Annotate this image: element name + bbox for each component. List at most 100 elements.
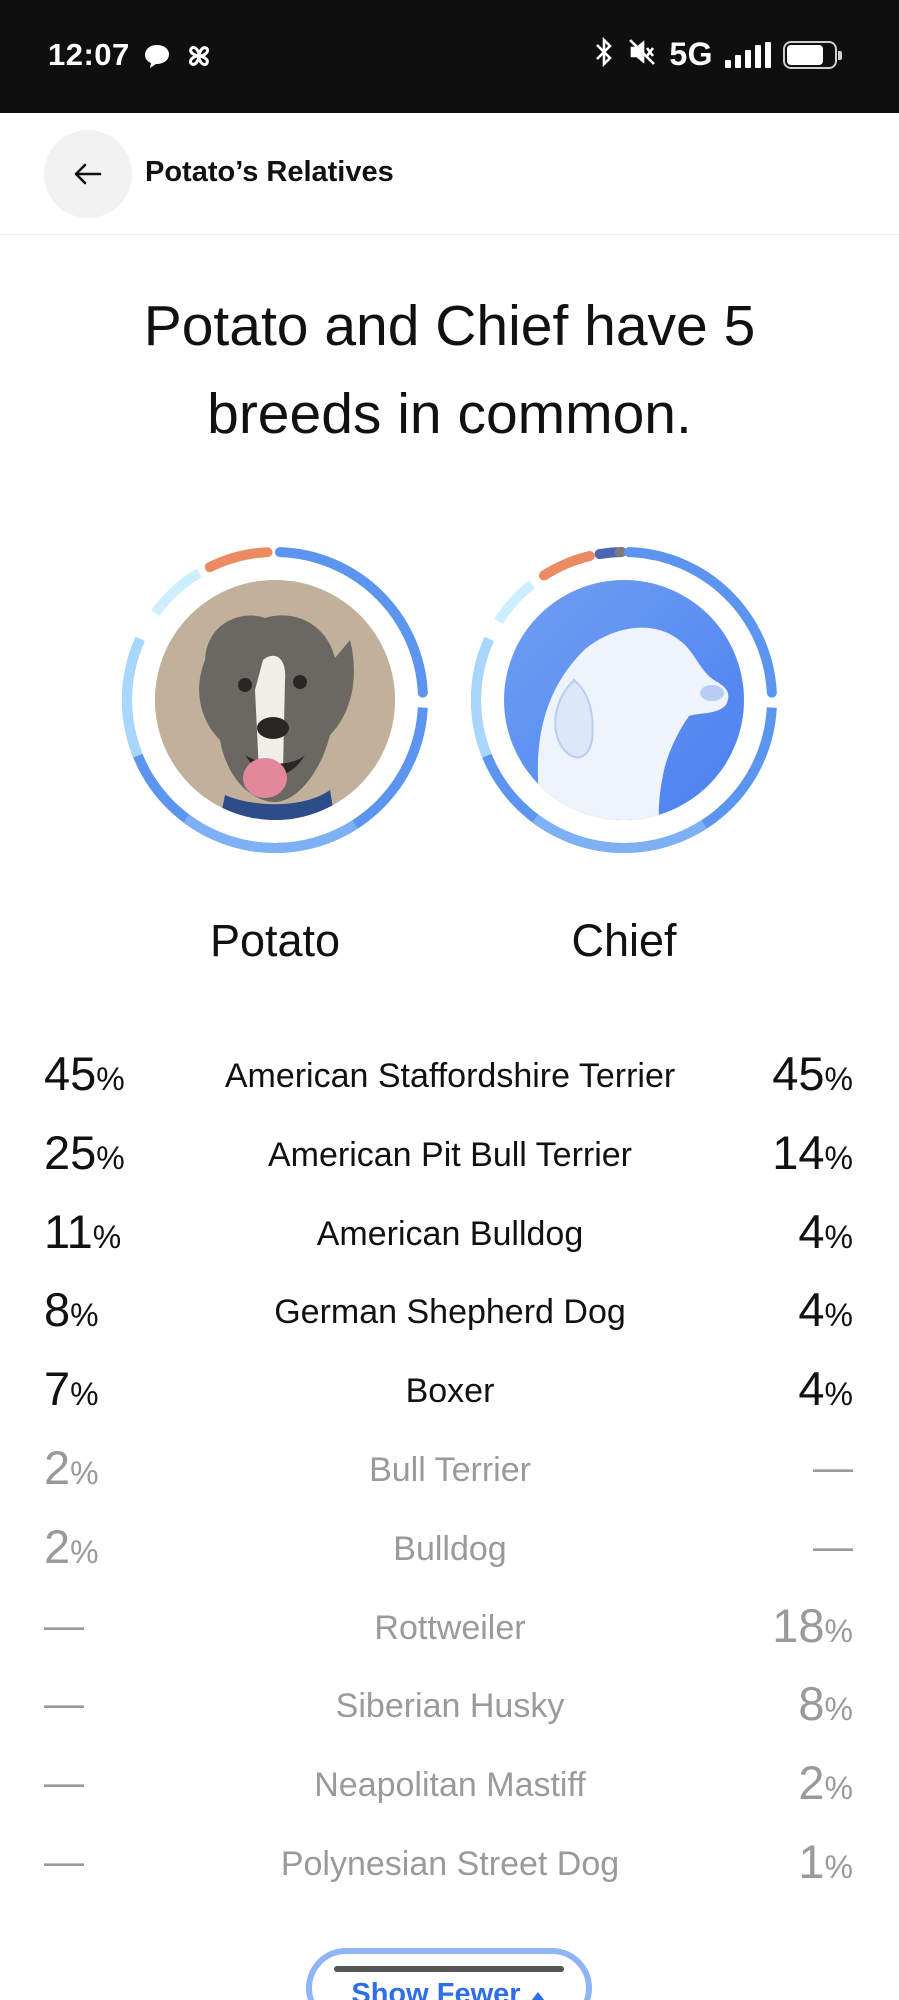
- chief-percent-value: 4: [798, 1283, 825, 1337]
- breed-name: Rottweiler: [374, 1608, 526, 1647]
- percent-symbol: %: [824, 1691, 853, 1728]
- percent-symbol: %: [96, 1061, 125, 1097]
- mute-icon: [627, 37, 657, 72]
- chief-percent-missing: —: [813, 1445, 853, 1490]
- chief-percent-value: 1: [798, 1834, 825, 1888]
- potato-percent: 25%: [44, 1125, 125, 1186]
- breed-row: 7% Boxer 4%: [0, 1353, 899, 1432]
- breed-name: Bull Terrier: [369, 1450, 531, 1489]
- breed-row: 8% German Shepherd Dog 4%: [0, 1274, 899, 1353]
- chief-percent-value: 4: [798, 1204, 825, 1258]
- status-time: 12:07: [48, 37, 130, 72]
- potato-percent: 7%: [44, 1361, 99, 1422]
- dog-silhouette-icon: [504, 580, 744, 820]
- chief-percent-value: 4: [798, 1362, 825, 1416]
- chief-percent: 4%: [798, 1204, 853, 1265]
- potato-percent: 8%: [44, 1282, 99, 1343]
- chief-percent-value: 45: [772, 1047, 825, 1100]
- breed-row: — Rottweiler 18%: [0, 1590, 899, 1669]
- signal-icon: [725, 41, 771, 68]
- percent-symbol: %: [824, 1612, 853, 1649]
- battery-icon: [783, 40, 842, 69]
- chief-percent-missing: —: [813, 1524, 853, 1569]
- percent-symbol: %: [824, 1848, 853, 1885]
- chief-percent-value: 14: [772, 1125, 825, 1179]
- breed-name: American Pit Bull Terrier: [267, 1135, 633, 1174]
- show-fewer-label: Show Fewer: [312, 1978, 586, 2000]
- breed-name: Polynesian Street Dog: [280, 1844, 620, 1883]
- dog-rings: [0, 540, 899, 860]
- chief-percent: 1%: [798, 1834, 853, 1895]
- triangle-up-icon: [531, 1992, 544, 2000]
- status-bar: 12:07 5G: [0, 0, 899, 113]
- percent-symbol: %: [70, 1297, 99, 1334]
- breed-row: 11% American Bulldog 4%: [0, 1196, 899, 1275]
- percent-symbol: %: [70, 1533, 99, 1570]
- percent-symbol: %: [824, 1297, 853, 1334]
- potato-percent-value: 45: [44, 1047, 97, 1100]
- percent-symbol: %: [824, 1218, 853, 1255]
- breed-name: Bulldog: [393, 1529, 507, 1568]
- percent-symbol: %: [96, 1139, 125, 1176]
- back-button[interactable]: [44, 130, 132, 218]
- potato-percent: 11%: [44, 1204, 121, 1265]
- chief-percent: 8%: [798, 1676, 853, 1737]
- network-type: 5G: [669, 36, 713, 72]
- breed-name: Neapolitan Mastiff: [314, 1766, 586, 1805]
- chief-ring: [464, 540, 784, 860]
- breed-row: — Siberian Husky 8%: [0, 1668, 899, 1747]
- potato-ring: [115, 540, 435, 860]
- breed-name: German Shepherd Dog: [274, 1293, 626, 1332]
- breed-name: American Bulldog: [316, 1214, 584, 1253]
- breed-row: — Polynesian Street Dog 1%: [0, 1826, 899, 1905]
- breed-row: 25% American Pit Bull Terrier 14%: [0, 1117, 899, 1196]
- arrow-left-icon: [74, 163, 102, 185]
- chief-percent-value: 8: [798, 1677, 825, 1731]
- page-title: Potato’s Relatives: [145, 156, 394, 188]
- common-breeds-headline: Potato and Chief have 5 breeds in common…: [143, 294, 756, 446]
- potato-percent: 45%: [44, 1046, 125, 1107]
- chief-percent: 18%: [772, 1598, 853, 1659]
- status-left-icons: [142, 41, 214, 76]
- breed-row: 2% Bull Terrier —: [0, 1432, 899, 1511]
- breed-row: 2% Bulldog —: [0, 1511, 899, 1590]
- percent-symbol: %: [70, 1454, 99, 1491]
- pinwheel-icon: [184, 41, 214, 76]
- potato-percent-value: 2: [44, 1440, 71, 1494]
- button-top-edge: [334, 1966, 564, 1972]
- potato-percent: 2%: [44, 1440, 99, 1501]
- breed-row: 45% American Staffordshire Terrier 45%: [0, 1038, 899, 1117]
- percent-symbol: %: [92, 1218, 122, 1255]
- breed-comparison-table: 45% American Staffordshire Terrier 45% 25% A…: [0, 1038, 899, 1905]
- potato-percent-value: 7: [44, 1362, 71, 1416]
- chief-percent: 2%: [798, 1755, 853, 1816]
- chief-percent: 14%: [772, 1125, 853, 1186]
- chief-percent-value: 2: [798, 1756, 825, 1810]
- percent-symbol: %: [824, 1061, 853, 1097]
- potato-percent-missing: —: [44, 1603, 84, 1648]
- percent-symbol: %: [824, 1376, 853, 1413]
- chief-percent: 45%: [772, 1046, 853, 1107]
- chief-name: Chief: [571, 915, 677, 966]
- potato-percent-missing: —: [44, 1761, 84, 1806]
- percent-symbol: %: [70, 1376, 99, 1413]
- potato-photo: [155, 580, 395, 820]
- potato-percent-value: 2: [44, 1519, 71, 1573]
- potato-percent-missing: —: [44, 1682, 84, 1727]
- breed-name: Siberian Husky: [335, 1687, 565, 1726]
- chat-bubble-icon: [142, 42, 172, 75]
- potato-percent-value: 25: [44, 1125, 97, 1179]
- potato-name: Potato: [209, 915, 341, 966]
- status-right-icons: 5G: [593, 36, 842, 73]
- breed-name: American Staffordshire Terrier: [224, 1057, 676, 1095]
- chief-percent: 4%: [798, 1282, 853, 1343]
- potato-percent: 2%: [44, 1519, 99, 1580]
- potato-percent-missing: —: [44, 1839, 84, 1884]
- breed-row: — Neapolitan Mastiff 2%: [0, 1747, 899, 1826]
- chief-percent: 4%: [798, 1361, 853, 1422]
- show-fewer-button[interactable]: Show Fewer: [306, 1948, 592, 2000]
- bluetooth-icon: [593, 36, 615, 72]
- potato-percent-value: 11: [44, 1204, 93, 1258]
- chief-percent-value: 18: [772, 1598, 825, 1652]
- percent-symbol: %: [824, 1770, 853, 1807]
